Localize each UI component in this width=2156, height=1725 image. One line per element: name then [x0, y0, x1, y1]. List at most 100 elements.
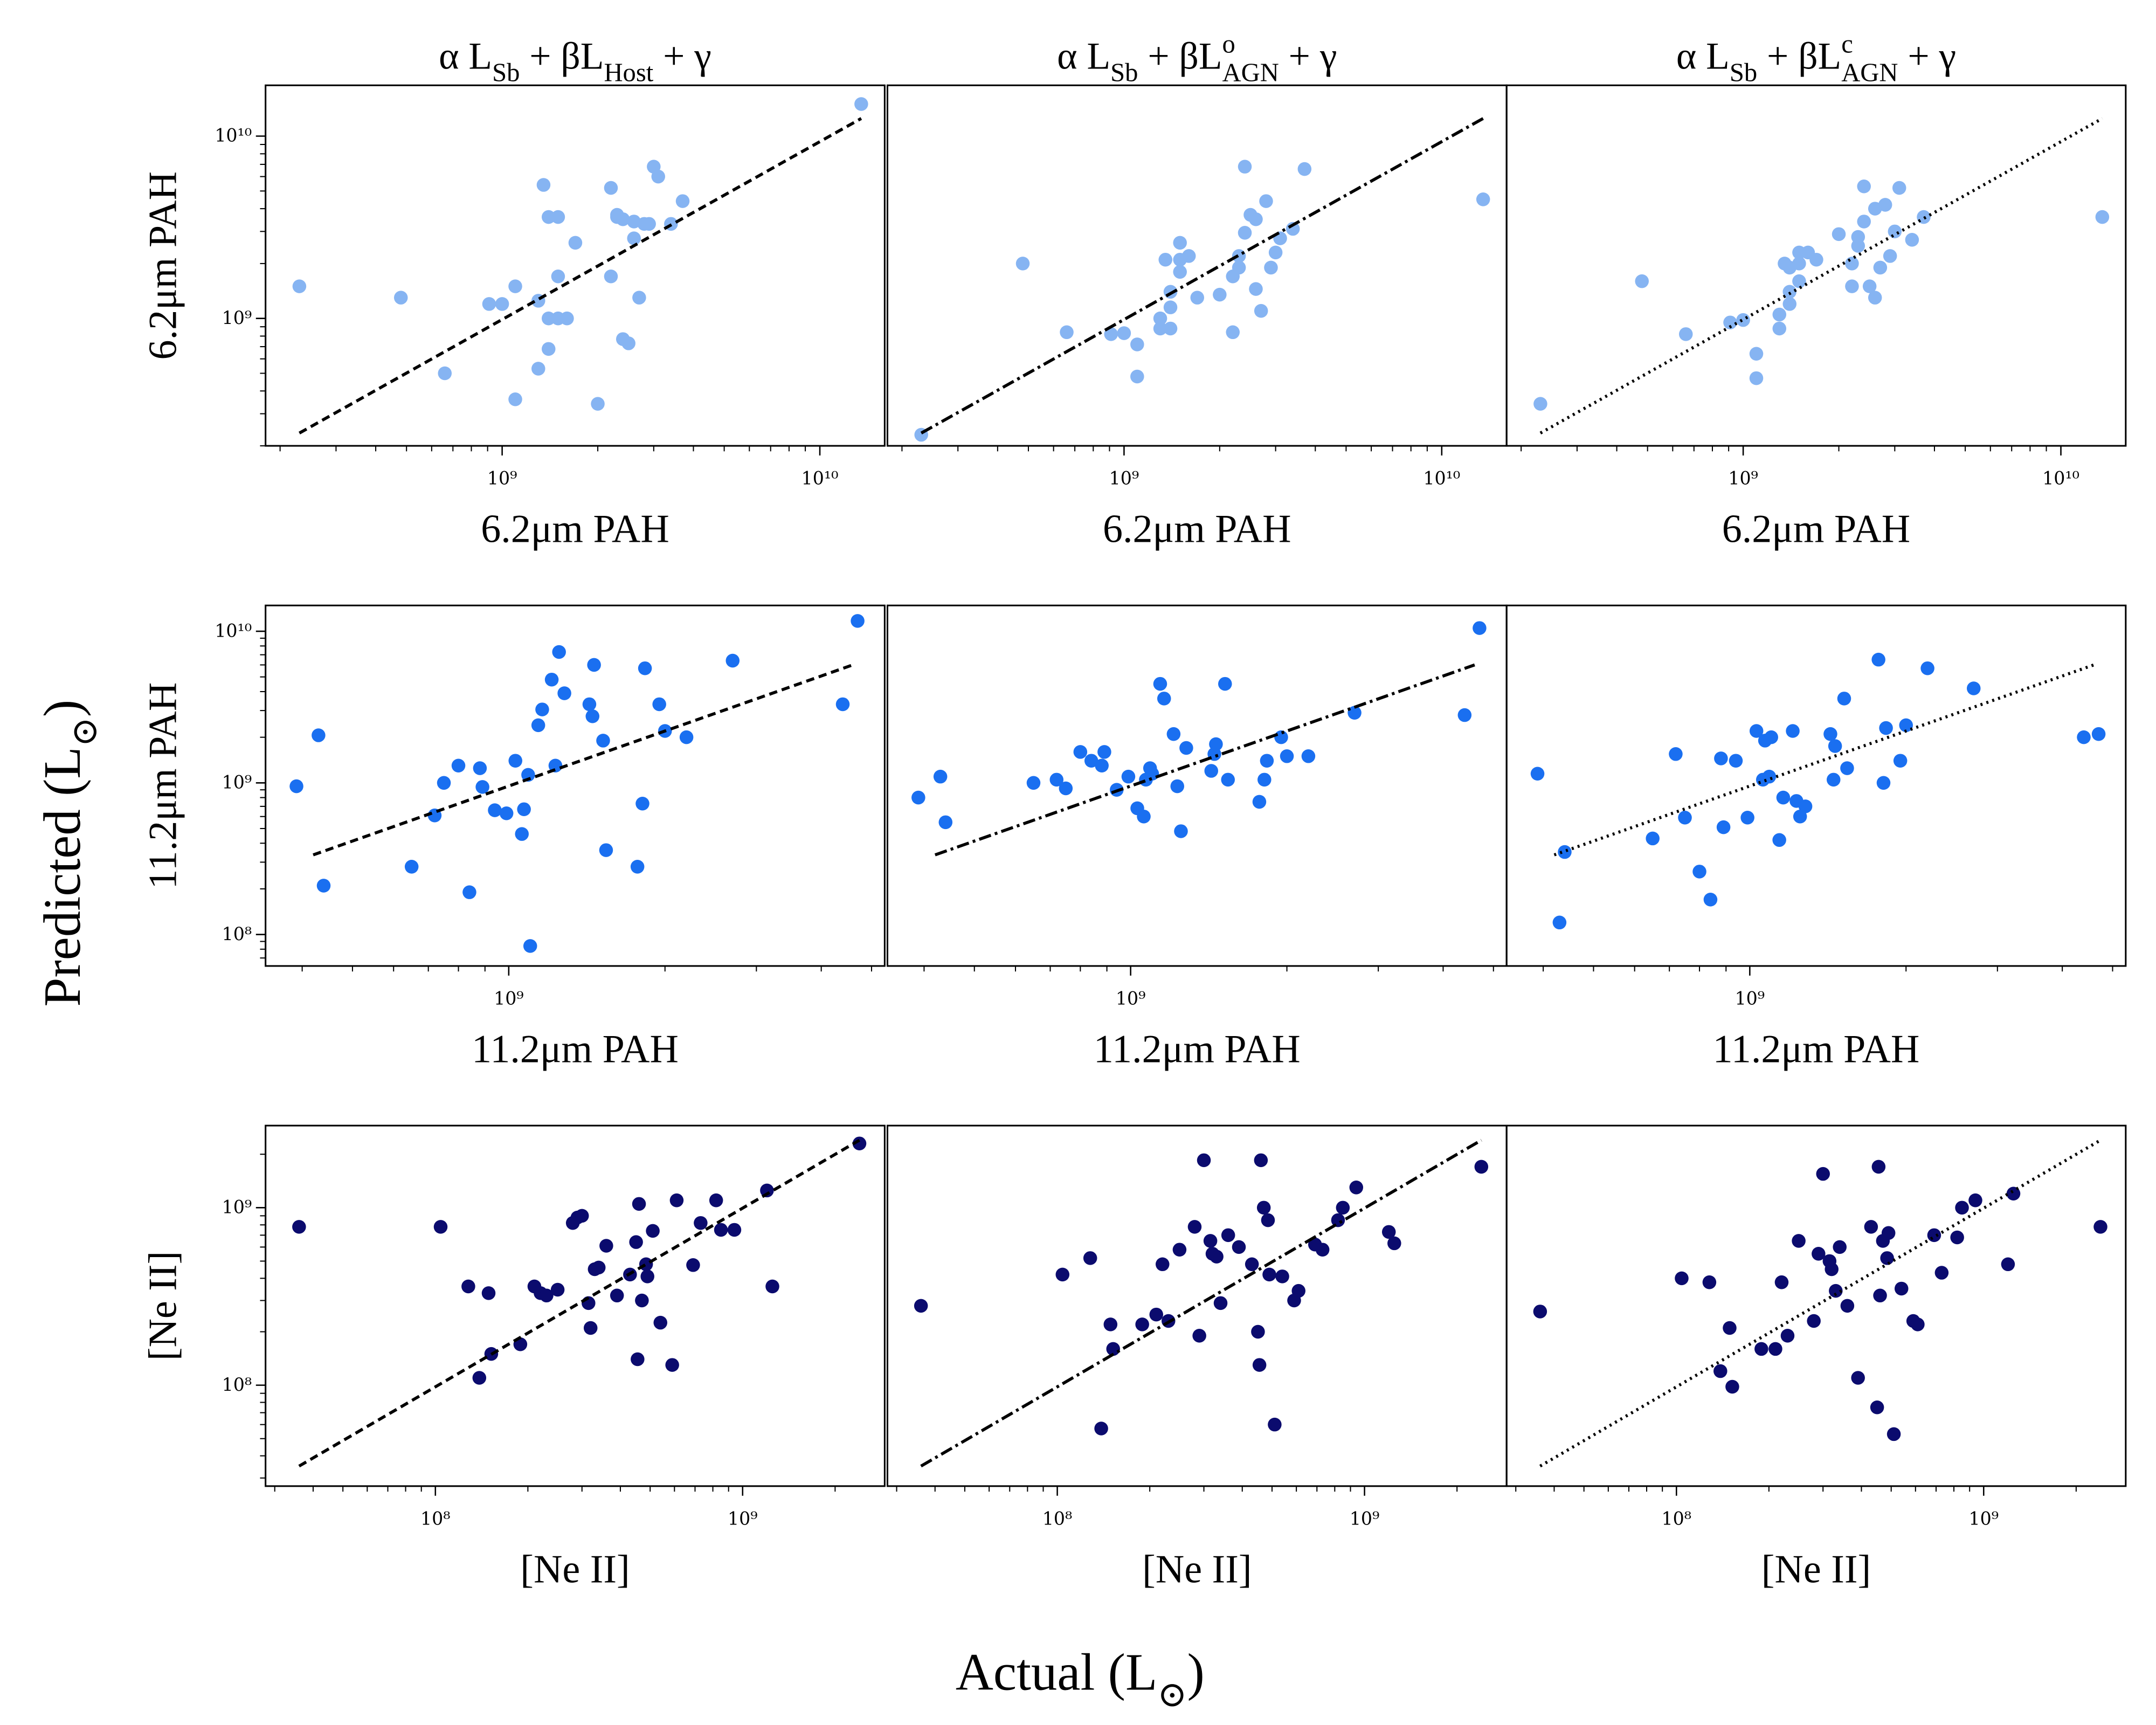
fit-line [934, 663, 1475, 857]
point [1084, 754, 1098, 768]
point [1158, 252, 1173, 267]
point [393, 291, 408, 305]
point [1060, 325, 1074, 340]
point [1786, 724, 1800, 738]
x-axis-label: 11.2μm PAH [472, 1027, 679, 1072]
point [1955, 1200, 1969, 1215]
point [540, 1288, 554, 1303]
point [1829, 1284, 1843, 1298]
point [938, 815, 953, 830]
axes-frame [886, 84, 1508, 447]
point [1832, 227, 1846, 242]
point [587, 658, 601, 672]
point [1130, 337, 1144, 351]
point [1252, 1358, 1267, 1372]
point [621, 336, 635, 350]
point [851, 614, 865, 628]
point [1703, 892, 1718, 907]
point [438, 366, 452, 381]
x-axis-label: 6.2μm PAH [1103, 507, 1291, 551]
x-tick-label: 10⁹ [1116, 988, 1146, 1009]
point [1221, 772, 1235, 787]
point [1772, 307, 1787, 322]
point [1166, 727, 1181, 741]
point [911, 790, 925, 805]
point [1870, 1400, 1884, 1414]
point [1723, 315, 1737, 329]
point [1772, 833, 1786, 847]
panel-title-part: Sb [1110, 58, 1138, 87]
point [1163, 321, 1178, 336]
point [1892, 181, 1906, 195]
point [1157, 692, 1171, 706]
panel-title-part: AGN [1841, 58, 1898, 87]
point [1826, 772, 1841, 787]
point [1095, 758, 1109, 773]
point [1833, 1240, 1847, 1254]
point [627, 231, 641, 245]
point [1348, 706, 1362, 720]
point [1893, 754, 1908, 768]
x-tick-label: 10¹⁰ [1423, 468, 1460, 489]
point [1716, 820, 1731, 834]
point [1776, 790, 1791, 805]
point [1871, 1160, 1886, 1174]
point [665, 1358, 679, 1372]
point [1473, 621, 1487, 635]
point [1274, 730, 1288, 744]
point [1729, 754, 1743, 768]
point [1264, 260, 1278, 275]
point [552, 645, 566, 659]
point [596, 734, 610, 748]
x-tick-label: 10⁸ [1042, 1508, 1073, 1529]
point [1825, 1262, 1839, 1276]
point [316, 879, 331, 893]
point [1552, 915, 1567, 930]
point [550, 1282, 565, 1297]
point [631, 1352, 645, 1367]
point [1097, 745, 1111, 759]
point [1254, 1153, 1268, 1168]
point [1190, 291, 1205, 305]
point [1135, 1317, 1149, 1331]
point [2006, 1186, 2021, 1201]
point [583, 1321, 598, 1335]
point [1232, 1240, 1246, 1254]
point [1920, 661, 1934, 675]
axes-frame [886, 604, 1508, 967]
point [1204, 764, 1219, 778]
point [433, 1220, 448, 1234]
point [1762, 769, 1777, 784]
x-axis-label: 6.2μm PAH [1722, 507, 1911, 551]
point [1823, 727, 1837, 741]
point [1864, 1220, 1878, 1234]
point [1213, 1296, 1228, 1310]
point [1873, 1288, 1887, 1303]
point [686, 1258, 700, 1272]
point [914, 1299, 928, 1313]
point [585, 709, 600, 723]
point [639, 1257, 653, 1272]
point [1275, 1269, 1289, 1284]
point [541, 311, 556, 326]
point [1315, 1243, 1330, 1257]
axes-frame [1505, 1124, 2127, 1487]
point [1911, 1317, 1925, 1331]
point [1857, 215, 1871, 229]
point [473, 761, 487, 775]
point [289, 779, 303, 794]
point [727, 1223, 742, 1237]
panel-title-part: + βL [1138, 35, 1222, 78]
x-tick-label: 10⁸ [420, 1508, 451, 1529]
figure-x-label: Actual (L⊙) [956, 1644, 1205, 1715]
point [1130, 369, 1144, 384]
point [1880, 1251, 1894, 1265]
point [933, 769, 948, 784]
point [1106, 1342, 1120, 1356]
point [1862, 279, 1877, 293]
x-tick-label: 10⁹ [1109, 468, 1139, 489]
point [1782, 285, 1797, 299]
point [531, 718, 545, 733]
point [1117, 326, 1131, 340]
point [551, 210, 565, 224]
